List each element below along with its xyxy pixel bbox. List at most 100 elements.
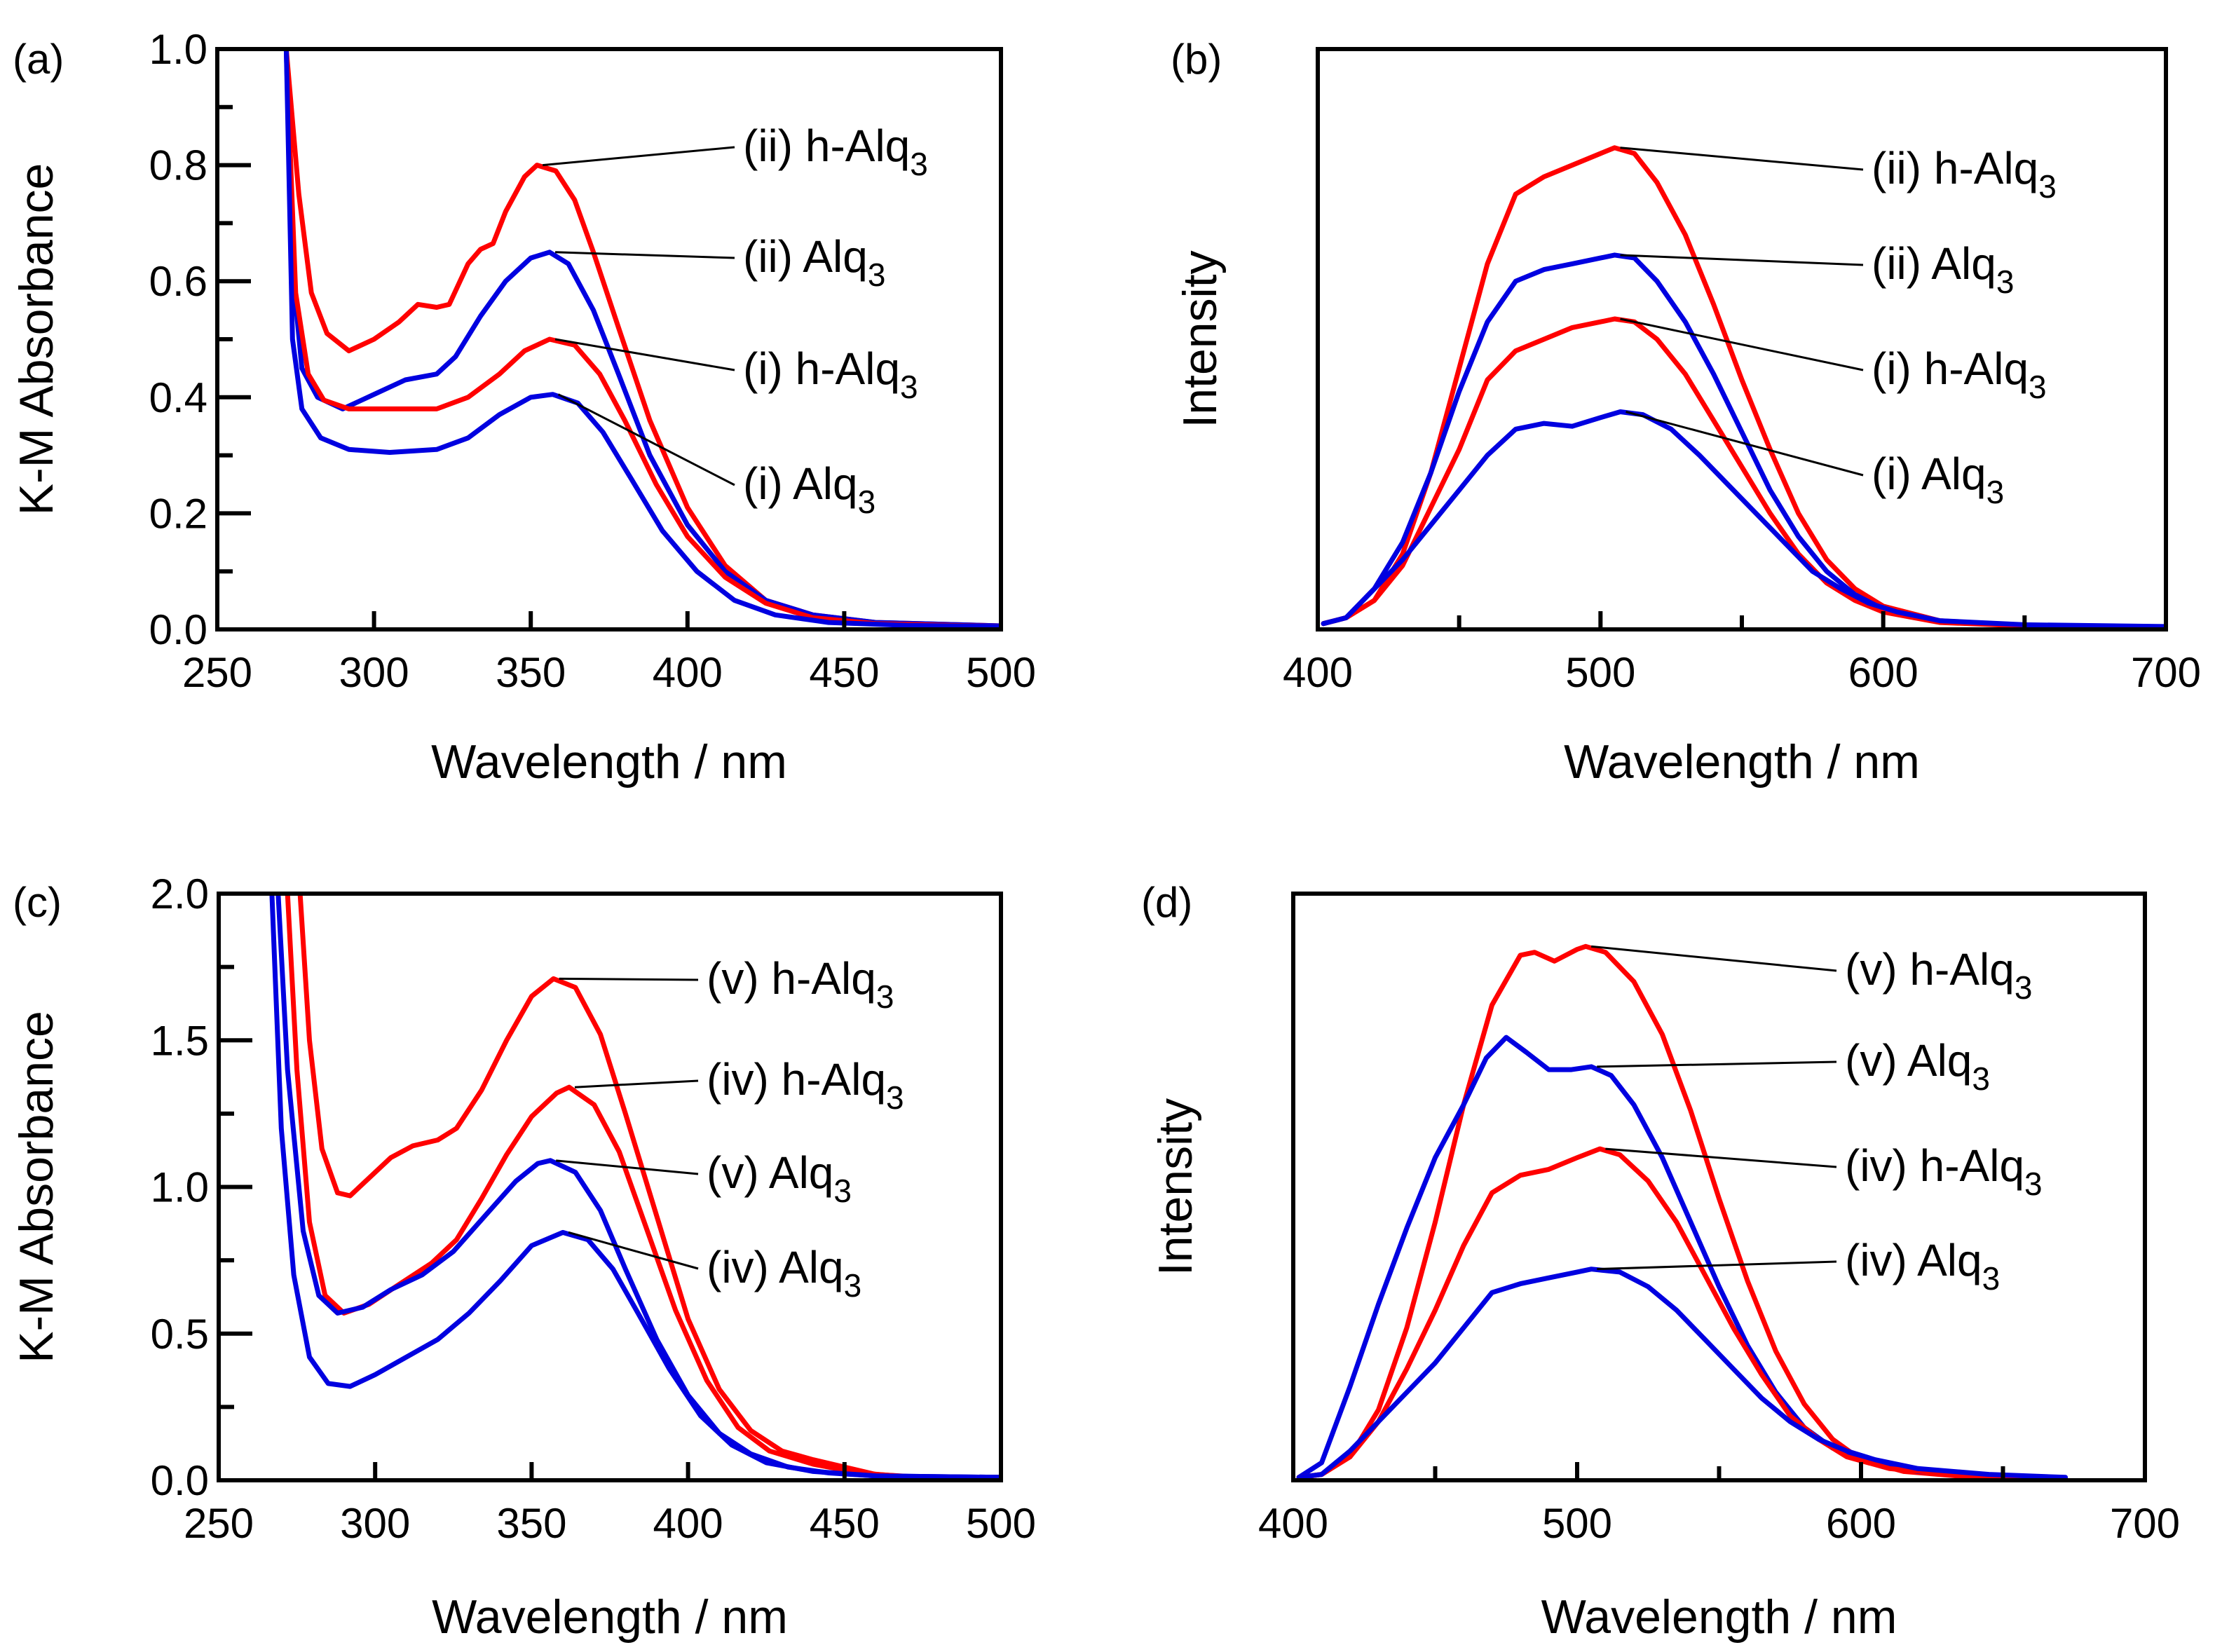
- series-line-1-1: [1321, 252, 2166, 629]
- y-tick-label: 0.8: [149, 142, 207, 189]
- panel-label: (c): [13, 879, 62, 926]
- x-tick-label: 450: [810, 1500, 880, 1547]
- annotation-text: (i) Alq: [1872, 449, 1986, 499]
- series-line-1-3: [1321, 409, 2166, 629]
- x-tick-label: 400: [1283, 649, 1353, 696]
- annotation-leader-line: [1605, 1147, 1837, 1168]
- series-annotation: (i) h-Alq3: [743, 343, 918, 405]
- series-annotation: (i) Alq3: [743, 458, 875, 520]
- annotation-text: (ii) h-Alq: [1872, 143, 2038, 193]
- series-line-3-0: [1296, 943, 2069, 1480]
- y-tick-label: 1.0: [151, 1164, 209, 1211]
- series-annotation: (v) Alq3: [707, 1147, 852, 1209]
- x-tick-label: 700: [2131, 649, 2201, 696]
- annotation-leader-line: [1597, 1260, 1837, 1271]
- series-annotation: (ii) h-Alq3: [1872, 143, 2057, 205]
- annotation-leader-line: [557, 393, 735, 486]
- annotation-text: (i) Alq: [743, 458, 858, 509]
- panel-label: (b): [1171, 36, 1222, 83]
- annotation-subscript: 3: [844, 1267, 862, 1304]
- annotation-text: (ii) Alq: [1872, 238, 1996, 289]
- series-annotation: (v) h-Alq3: [707, 953, 894, 1015]
- annotation-subscript: 3: [1972, 1060, 1990, 1097]
- series-annotation: (v) h-Alq3: [1845, 944, 2032, 1006]
- annotation-leader-line: [1620, 318, 1864, 371]
- x-axis-label: Wavelength / nm: [431, 735, 787, 789]
- series-line-0-3: [283, 49, 1001, 629]
- x-tick-label: 500: [966, 649, 1036, 696]
- annotation-leader-line: [1620, 146, 1864, 171]
- annotation-text: (ii) Alq: [743, 231, 868, 282]
- annotation-subscript: 3: [886, 1079, 904, 1116]
- annotation-leader-line: [1597, 1060, 1837, 1068]
- series-annotation: (ii) Alq3: [743, 231, 885, 293]
- x-tick-label: 600: [1826, 1500, 1896, 1547]
- x-axis-label: Wavelength / nm: [1541, 1590, 1897, 1644]
- chart-panel-0: 250 300 350 400 450 500 0.0 0.2 0.4 0.6 0.8 1.0 Wave…: [10, 26, 1036, 789]
- x-tick-label: 400: [653, 649, 723, 696]
- y-tick-label: 0.6: [149, 258, 207, 305]
- y-tick-label: 0.5: [151, 1311, 209, 1358]
- annotation-leader-line: [556, 1159, 699, 1175]
- panel-label: (a): [13, 36, 64, 83]
- series-annotation: (ii) h-Alq3: [743, 121, 928, 182]
- plot-frame: [1316, 47, 2168, 632]
- annotation-subscript: 3: [2038, 168, 2057, 205]
- panel-label: (d): [1141, 879, 1192, 926]
- annotation-subscript: 3: [1982, 1260, 2001, 1297]
- annotation-subscript: 3: [2015, 969, 2033, 1006]
- x-tick-label: 300: [340, 1500, 410, 1547]
- x-tick-label: 250: [182, 649, 252, 696]
- x-tick-label: 400: [653, 1500, 723, 1547]
- series-line-1-2: [1321, 316, 2166, 629]
- annotation-text: (v) h-Alq: [707, 953, 876, 1004]
- annotation-text: (ii) h-Alq: [743, 121, 910, 171]
- chart-panel-3: 400 500 600 700 Wavelength / nm Intensity (d) (…: [1141, 879, 2180, 1644]
- annotation-text: (i) h-Alq: [743, 343, 900, 394]
- annotation-leader-line: [554, 251, 735, 259]
- y-axis-label: Intensity: [1173, 250, 1227, 428]
- x-axis-label: Wavelength / nm: [432, 1590, 788, 1644]
- annotation-subscript: 3: [910, 146, 928, 182]
- series-annotation: (iv) h-Alq3: [1845, 1140, 2043, 1202]
- series-annotation: (iv) h-Alq3: [707, 1054, 904, 1116]
- y-axis-label: Intensity: [1149, 1098, 1202, 1276]
- annotation-text: (iv) h-Alq: [1845, 1140, 2024, 1191]
- annotation-subscript: 3: [900, 369, 918, 405]
- annotation-subscript: 3: [2024, 1166, 2043, 1202]
- series-annotation: (iv) Alq3: [707, 1242, 861, 1304]
- annotation-text: (iv) h-Alq: [707, 1054, 886, 1105]
- x-tick-label: 400: [1258, 1500, 1328, 1547]
- annotation-leader-line: [1620, 254, 1864, 266]
- annotation-subscript: 3: [2029, 369, 2047, 405]
- x-tick-label: 350: [496, 1500, 566, 1547]
- annotation-text: (v) Alq: [1845, 1035, 1972, 1086]
- series-annotation: (i) h-Alq3: [1872, 343, 2047, 405]
- annotation-text: (v) h-Alq: [1845, 944, 2015, 995]
- annotation-text: (i) h-Alq: [1872, 343, 2029, 394]
- chart-panel-1: 400 500 600 700 Wavelength / nm Intensity (b) (…: [1171, 36, 2201, 789]
- series-annotation: (ii) Alq3: [1872, 238, 2014, 300]
- annotation-text: (iv) Alq: [707, 1242, 844, 1292]
- y-tick-label: 2.0: [151, 871, 209, 917]
- annotation-leader-line: [1626, 411, 1864, 477]
- y-tick-label: 1.0: [149, 26, 207, 73]
- annotation-subscript: 3: [1986, 474, 2005, 510]
- y-tick-label: 0.0: [149, 606, 207, 653]
- x-tick-label: 500: [1542, 1500, 1612, 1547]
- chart-panel-2: 250 300 350 400 450 500 0.0 0.5 1.0 1.5 2.0 Wavelen…: [10, 871, 1036, 1644]
- annotation-subscript: 3: [876, 978, 894, 1015]
- annotation-subscript: 3: [1996, 264, 2015, 300]
- x-tick-label: 300: [339, 649, 409, 696]
- annotation-leader-line: [554, 338, 735, 371]
- y-axis-label: K-M Absorbance: [10, 1011, 63, 1363]
- series-annotation: (v) Alq3: [1845, 1035, 1990, 1097]
- x-axis-label: Wavelength / nm: [1564, 735, 1920, 789]
- annotation-leader-line: [574, 1079, 699, 1088]
- annotation-leader-line: [559, 977, 699, 981]
- series-annotation: (iv) Alq3: [1845, 1235, 2000, 1297]
- y-tick-label: 0.0: [151, 1457, 209, 1504]
- x-tick-label: 500: [966, 1500, 1036, 1547]
- x-tick-label: 500: [1565, 649, 1635, 696]
- x-tick-label: 350: [496, 649, 566, 696]
